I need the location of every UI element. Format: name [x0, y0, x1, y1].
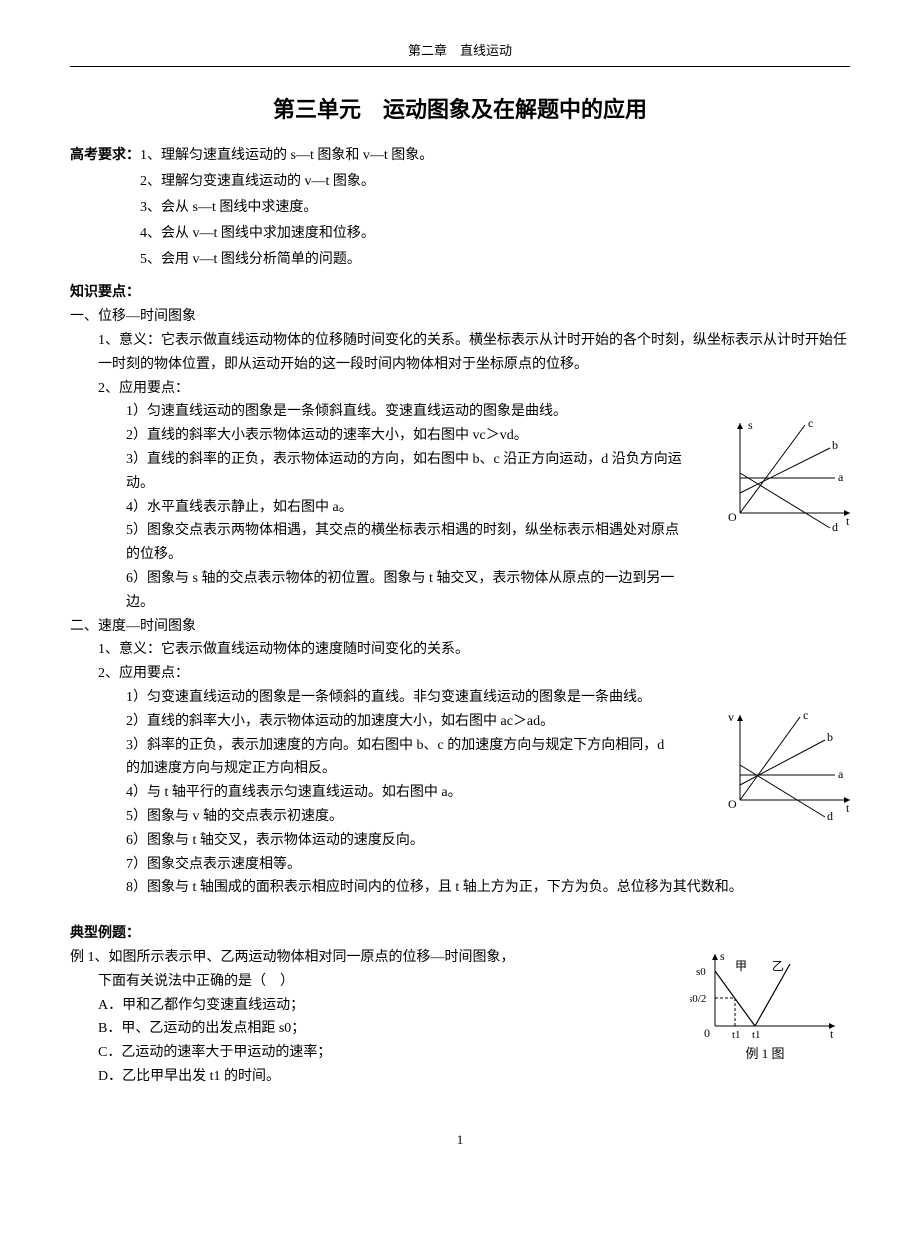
meaning-text: 它表示做直线运动物体的速度随时间变化的关系。 [161, 642, 469, 657]
svg-text:O: O [728, 797, 737, 811]
section-1: 一、位移—时间图象 1、意义：它表示做直线运动物体的位移随时间变化的关系。横坐标… [70, 305, 850, 614]
section-1-meaning: 1、意义：它表示做直线运动物体的位移随时间变化的关系。横坐标表示从计时开始的各个… [70, 329, 850, 377]
svg-text:c: c [808, 416, 813, 430]
section-2-point: 7）图象交点表示速度相等。 [70, 853, 850, 877]
svg-text:乙: 乙 [772, 959, 784, 973]
page-number: 1 [70, 1129, 850, 1151]
section-2: 二、速度—时间图象 1、意义：它表示做直线运动物体的速度随时间变化的关系。 2、… [70, 615, 850, 901]
svg-text:s: s [748, 418, 753, 432]
examples-heading: 典型例题： [70, 922, 850, 946]
svg-text:0: 0 [704, 1026, 710, 1040]
svg-text:t: t [830, 1027, 834, 1041]
figure-2-vt-graph: v t O a b c d [720, 705, 860, 825]
requirement-item: 2、理解匀变速直线运动的 v—t 图象。 [140, 170, 850, 194]
svg-text:s0: s0 [696, 966, 706, 978]
svg-text:t1: t1 [752, 1029, 761, 1041]
svg-text:b: b [827, 730, 833, 744]
section-2-app-label: 2、应用要点： [70, 662, 850, 686]
requirement-item: 4、会从 v—t 图线中求加速度和位移。 [140, 222, 850, 246]
chapter-header: 第二章 直线运动 [70, 40, 850, 67]
requirement-item: 1、理解匀速直线运动的 s—t 图象和 v—t 图象。 [140, 144, 850, 168]
requirements-block: 高考要求： 1、理解匀速直线运动的 s—t 图象和 v—t 图象。 2、理解匀变… [70, 144, 850, 273]
section-2-point: 8）图象与 t 轴围成的面积表示相应时间内的位移，且 t 轴上方为正，下方为负。… [70, 876, 850, 900]
meaning-text: 它表示做直线运动物体的位移随时间变化的关系。横坐标表示从计时开始的各个时刻，纵坐… [98, 333, 847, 372]
example-1-option: D．乙比甲早出发 t1 的时间。 [70, 1065, 850, 1089]
meaning-label: 1、意义： [98, 642, 161, 657]
svg-text:t: t [846, 801, 850, 815]
svg-text:c: c [803, 708, 808, 722]
section-2-point: 6）图象与 t 轴交叉，表示物体运动的速度反向。 [70, 829, 850, 853]
section-1-app-label: 2、应用要点： [70, 377, 850, 401]
meaning-label: 1、意义： [98, 333, 161, 348]
svg-text:a: a [838, 767, 844, 781]
requirement-item: 5、会用 v—t 图线分析简单的问题。 [140, 248, 850, 272]
svg-text:O: O [728, 510, 737, 524]
section-1-heading: 一、位移—时间图象 [70, 305, 850, 329]
example-1-caption: 例 1 图 [690, 1043, 840, 1065]
svg-text:b: b [832, 438, 838, 452]
example-1: s t 0 甲 乙 s0 s0/2 t1 t1 例 1 图 例 1、如图所示表示… [70, 946, 850, 1089]
figure-1-st-graph: s t O a b c d [720, 413, 860, 533]
requirements-list: 1、理解匀速直线运动的 s—t 图象和 v—t 图象。 2、理解匀变速直线运动的… [140, 144, 850, 273]
section-1-point: 6）图象与 s 轴的交点表示物体的初位置。图象与 t 轴交叉，表示物体从原点的一… [70, 567, 850, 615]
svg-text:t1: t1 [732, 1029, 741, 1041]
section-2-meaning: 1、意义：它表示做直线运动物体的速度随时间变化的关系。 [70, 638, 850, 662]
svg-text:d: d [832, 520, 838, 533]
svg-text:a: a [838, 470, 844, 484]
knowledge-heading: 知识要点： [70, 281, 850, 305]
example-1-figure: s t 0 甲 乙 s0 s0/2 t1 t1 例 1 图 [690, 946, 840, 1065]
svg-text:s: s [720, 949, 725, 963]
svg-text:d: d [827, 809, 833, 823]
section-2-heading: 二、速度—时间图象 [70, 615, 850, 639]
svg-text:s0/2: s0/2 [690, 993, 706, 1005]
svg-text:v: v [728, 710, 734, 724]
svg-text:甲: 甲 [735, 959, 747, 973]
unit-title: 第三单元 运动图象及在解题中的应用 [70, 91, 850, 128]
requirement-item: 3、会从 s—t 图线中求速度。 [140, 196, 850, 220]
svg-text:t: t [846, 514, 850, 528]
requirements-label: 高考要求： [70, 144, 140, 168]
